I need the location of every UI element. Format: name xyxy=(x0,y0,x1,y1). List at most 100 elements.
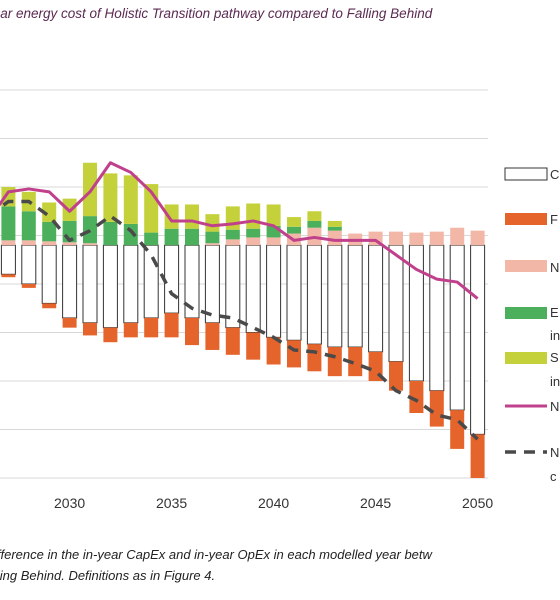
x-tick-label: 2040 xyxy=(258,495,289,511)
capex-bar xyxy=(41,244,57,304)
solar-bar xyxy=(185,204,199,229)
solar-bar xyxy=(103,173,118,222)
capex-bar xyxy=(0,244,16,275)
bar-series xyxy=(0,162,486,478)
line-series xyxy=(0,161,479,441)
solar-bar xyxy=(246,203,261,229)
capex-bar xyxy=(347,244,363,348)
efficiency-bar xyxy=(307,220,322,228)
nonfuel-bar xyxy=(266,237,281,246)
nonfuel-bar xyxy=(327,230,342,246)
figure-caption-line-1: ifference in the in-year CapEx and in-ye… xyxy=(0,547,432,562)
solar-bar xyxy=(164,204,179,229)
efficiency-bar xyxy=(185,228,199,246)
legend-label: N xyxy=(550,445,559,460)
capex-bar xyxy=(245,244,261,333)
solar-bar xyxy=(123,175,138,224)
fuel-swatch xyxy=(505,213,547,225)
capex-bar xyxy=(62,244,78,319)
legend-label: in xyxy=(550,374,560,389)
efficiency-bar xyxy=(246,228,261,238)
nonfuel-bar xyxy=(429,231,444,246)
efficiency-bar xyxy=(287,226,301,234)
capex-bar xyxy=(429,244,445,392)
fuel-bar xyxy=(409,381,424,414)
fuel-bar xyxy=(225,327,240,355)
x-axis: 2030 2035 2040 2045 2050 xyxy=(54,495,493,511)
net_cumulative-line xyxy=(0,199,479,441)
legend-label: C xyxy=(550,167,559,182)
capex-bar xyxy=(164,244,180,314)
nonfuel-bar xyxy=(450,227,465,246)
efficiency-bar xyxy=(1,206,16,241)
nonfuel-bar xyxy=(470,230,485,246)
fuel-bar xyxy=(62,317,77,328)
efficiency-bar xyxy=(225,229,240,240)
fuel-bar xyxy=(470,434,485,478)
fuel-bar xyxy=(21,284,36,288)
nonfuel-bar xyxy=(409,232,424,246)
fuel-bar xyxy=(450,410,465,449)
efficiency-bar xyxy=(164,228,179,246)
capex-swatch xyxy=(504,167,548,181)
capex-bar xyxy=(266,244,282,338)
nonfuel-bar xyxy=(205,243,220,246)
fuel-bar xyxy=(429,390,444,427)
fuel-bar xyxy=(287,340,301,368)
nonfuel-bar xyxy=(246,237,261,246)
gridlines xyxy=(0,89,488,479)
nonfuel-swatch xyxy=(505,260,547,272)
fuel-bar xyxy=(389,361,403,391)
efficiency-bar xyxy=(42,221,57,242)
fuel-bar xyxy=(266,337,281,365)
legend-label: F xyxy=(550,212,558,227)
net-line xyxy=(0,161,479,300)
efficiency-bar xyxy=(83,216,97,244)
solar-bar xyxy=(42,202,57,222)
fuel-bar xyxy=(348,347,363,377)
capex-bar xyxy=(368,244,384,353)
capex-bar xyxy=(102,244,118,329)
capex-bar xyxy=(286,244,302,341)
fuel-bar xyxy=(1,274,16,278)
fuel-bar xyxy=(205,322,220,350)
x-tick-label: 2035 xyxy=(156,495,187,511)
x-tick-label: 2030 xyxy=(54,495,85,511)
fuel-bar xyxy=(246,332,261,360)
legend-label: N xyxy=(550,399,559,414)
fuel-bar xyxy=(164,313,179,338)
fuel-bar xyxy=(144,317,159,338)
solar-bar xyxy=(307,211,322,221)
efficiency-bar xyxy=(327,226,342,231)
legend-label: S xyxy=(550,350,559,365)
legend: C F N Ein Sin N Nc xyxy=(504,167,560,484)
chart: 2030 2035 2040 2045 2050 C F N Ein Sin N Nc xyxy=(0,89,560,511)
fuel-bar xyxy=(123,322,138,338)
legend-label: in xyxy=(550,328,560,343)
legend-label: N xyxy=(550,260,559,275)
capex-bar xyxy=(123,244,139,324)
nonfuel-bar xyxy=(62,242,77,246)
legend-label: E xyxy=(550,305,559,320)
capex-bar xyxy=(225,244,241,329)
capex-bar xyxy=(143,244,159,319)
nonfuel-bar xyxy=(42,241,57,246)
efficiency-bar xyxy=(205,231,220,244)
figure-caption-line-2: lling Behind. Definitions as in Figure 4… xyxy=(0,568,216,583)
legend-label: c xyxy=(550,469,557,484)
solar-bar xyxy=(205,214,220,232)
fuel-bar xyxy=(42,303,57,309)
efficiency-bar xyxy=(266,225,281,238)
solar-bar xyxy=(266,204,281,226)
capex-bar xyxy=(449,244,465,411)
capex-bar xyxy=(388,244,404,363)
solar-bar xyxy=(225,206,240,230)
fuel-bar xyxy=(307,344,322,372)
solar-bar xyxy=(287,217,301,227)
capex-bar xyxy=(470,244,486,435)
efficiency-bar xyxy=(21,211,36,241)
fuel-bar xyxy=(83,322,97,336)
nonfuel-bar xyxy=(83,243,97,246)
efficiency-bar xyxy=(144,232,159,246)
nonfuel-bar xyxy=(225,239,240,246)
